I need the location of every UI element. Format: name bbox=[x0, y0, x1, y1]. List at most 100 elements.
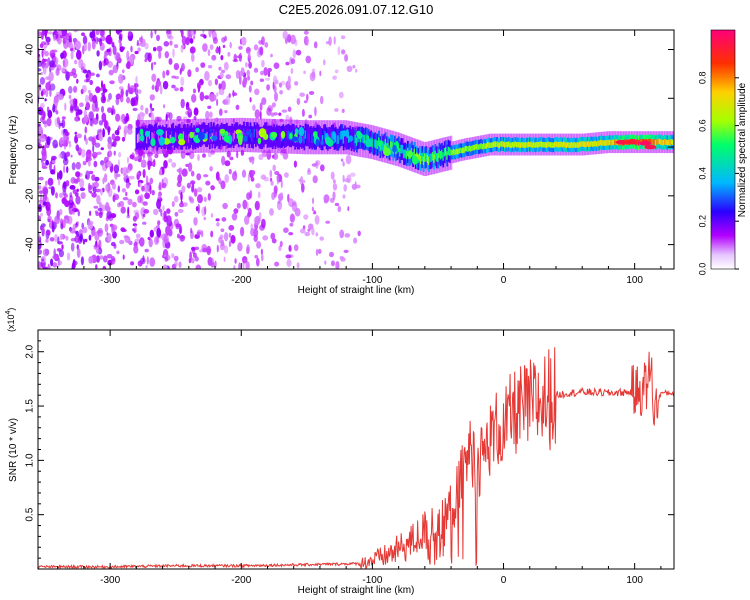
noise-speck bbox=[202, 30, 205, 34]
ridge-core-cell bbox=[135, 134, 138, 143]
noise-speck bbox=[253, 234, 258, 242]
noise-speck bbox=[231, 213, 238, 221]
noise-speck bbox=[65, 33, 70, 41]
noise-speck bbox=[55, 110, 59, 115]
ridge-core-cell bbox=[517, 141, 519, 148]
noise-speck bbox=[180, 76, 185, 87]
noise-speck bbox=[306, 37, 309, 47]
noise-speck bbox=[134, 87, 139, 96]
ridge-core-cell bbox=[443, 148, 446, 157]
noise-speck bbox=[88, 234, 92, 241]
ridge-core-cell bbox=[485, 143, 488, 149]
noise-speck bbox=[40, 212, 43, 217]
ridge-core-cell bbox=[649, 138, 652, 145]
noise-speck bbox=[133, 245, 139, 254]
ridge-core-cell bbox=[184, 131, 186, 140]
noise-speck bbox=[85, 78, 90, 83]
noise-speck bbox=[89, 190, 93, 194]
ridge-core-cell bbox=[593, 141, 595, 147]
noise-speck bbox=[342, 161, 345, 167]
ridge-core-cell bbox=[513, 142, 515, 149]
ridge-core-cell bbox=[456, 149, 459, 155]
ridge-core-cell bbox=[586, 141, 589, 147]
ridge-core-cell bbox=[206, 131, 209, 141]
noise-speck bbox=[116, 30, 121, 35]
noise-speck bbox=[42, 248, 49, 257]
noise-speck bbox=[193, 188, 198, 197]
ridge-core-cell bbox=[661, 139, 664, 146]
noise-speck bbox=[203, 216, 207, 221]
ridge-core-cell bbox=[671, 139, 674, 145]
noise-speck bbox=[126, 214, 131, 219]
noise-speck bbox=[117, 202, 121, 208]
noise-speck bbox=[230, 234, 236, 244]
noise-speck bbox=[193, 217, 198, 226]
colorbar-tick-label: 0.6 bbox=[697, 119, 707, 132]
noise-speck bbox=[59, 137, 65, 145]
ridge-blob bbox=[327, 139, 334, 147]
noise-speck bbox=[85, 156, 89, 163]
noise-speck bbox=[174, 87, 179, 92]
noise-speck bbox=[159, 84, 163, 95]
noise-speck bbox=[255, 257, 260, 267]
ridge-core-cell bbox=[413, 148, 416, 158]
noise-speck bbox=[110, 241, 116, 247]
noise-speck bbox=[144, 107, 149, 115]
noise-speck bbox=[309, 72, 316, 82]
noise-speck bbox=[224, 174, 229, 183]
noise-speck bbox=[215, 171, 220, 181]
noise-speck bbox=[287, 34, 292, 43]
ridge-core-cell bbox=[374, 139, 376, 148]
noise-speck bbox=[261, 97, 267, 105]
ridge-blob bbox=[298, 135, 303, 144]
noise-speck bbox=[354, 181, 357, 190]
ridge-core-cell bbox=[366, 134, 369, 144]
noise-speck bbox=[45, 88, 49, 98]
noise-speck bbox=[134, 189, 140, 195]
noise-speck bbox=[126, 96, 131, 104]
ridge-core-cell bbox=[363, 135, 366, 144]
noise-speck bbox=[92, 186, 97, 194]
noise-speck bbox=[250, 80, 254, 86]
ridge-core-cell bbox=[342, 135, 345, 144]
noise-speck bbox=[59, 208, 63, 216]
noise-speck bbox=[100, 95, 107, 104]
noise-speck bbox=[98, 60, 103, 71]
ridge-core-cell bbox=[163, 133, 165, 143]
ridge-core-cell bbox=[585, 141, 588, 148]
noise-speck bbox=[210, 213, 214, 218]
noise-speck bbox=[142, 151, 146, 159]
ridge-core-cell bbox=[302, 132, 304, 142]
colorbar bbox=[710, 29, 736, 270]
noise-speck bbox=[94, 244, 100, 248]
noise-speck bbox=[215, 218, 220, 222]
noise-speck bbox=[61, 30, 68, 37]
noise-speck bbox=[100, 188, 103, 196]
noise-speck bbox=[148, 238, 153, 248]
ridge-core-cell bbox=[595, 141, 598, 147]
noise-speck bbox=[197, 83, 201, 93]
ridge-blob bbox=[150, 138, 156, 147]
noise-speck bbox=[172, 48, 175, 58]
noise-speck bbox=[248, 51, 251, 59]
noise-speck bbox=[82, 226, 88, 234]
noise-speck bbox=[68, 143, 72, 148]
noise-speck bbox=[232, 59, 239, 63]
noise-speck bbox=[279, 240, 283, 247]
noise-speck bbox=[253, 44, 259, 51]
noise-speck bbox=[341, 49, 346, 55]
x-tick-label: 100 bbox=[626, 275, 643, 286]
ridge-core-cell bbox=[161, 132, 164, 141]
noise-speck bbox=[156, 227, 162, 238]
ridge-blob bbox=[139, 128, 144, 135]
colorbar-tick-label: 0.4 bbox=[697, 167, 707, 180]
noise-speck bbox=[228, 168, 232, 175]
ridge-core-cell bbox=[151, 132, 154, 141]
noise-speck bbox=[284, 172, 289, 178]
noise-speck bbox=[41, 48, 44, 58]
noise-speck bbox=[249, 190, 253, 199]
noise-speck bbox=[189, 251, 193, 261]
noise-speck bbox=[287, 75, 291, 86]
noise-speck bbox=[294, 81, 299, 86]
ridge-core-cell bbox=[186, 130, 189, 140]
